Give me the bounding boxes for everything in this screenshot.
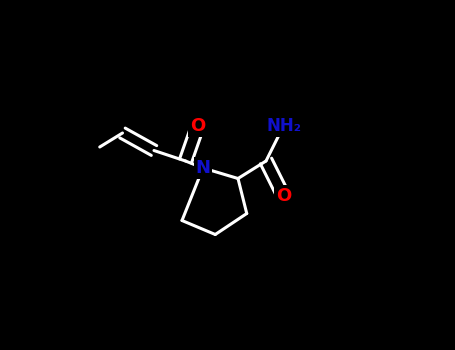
Text: O: O: [190, 117, 205, 135]
Text: N: N: [196, 159, 211, 177]
Text: O: O: [276, 187, 291, 205]
Text: NH₂: NH₂: [266, 117, 301, 135]
